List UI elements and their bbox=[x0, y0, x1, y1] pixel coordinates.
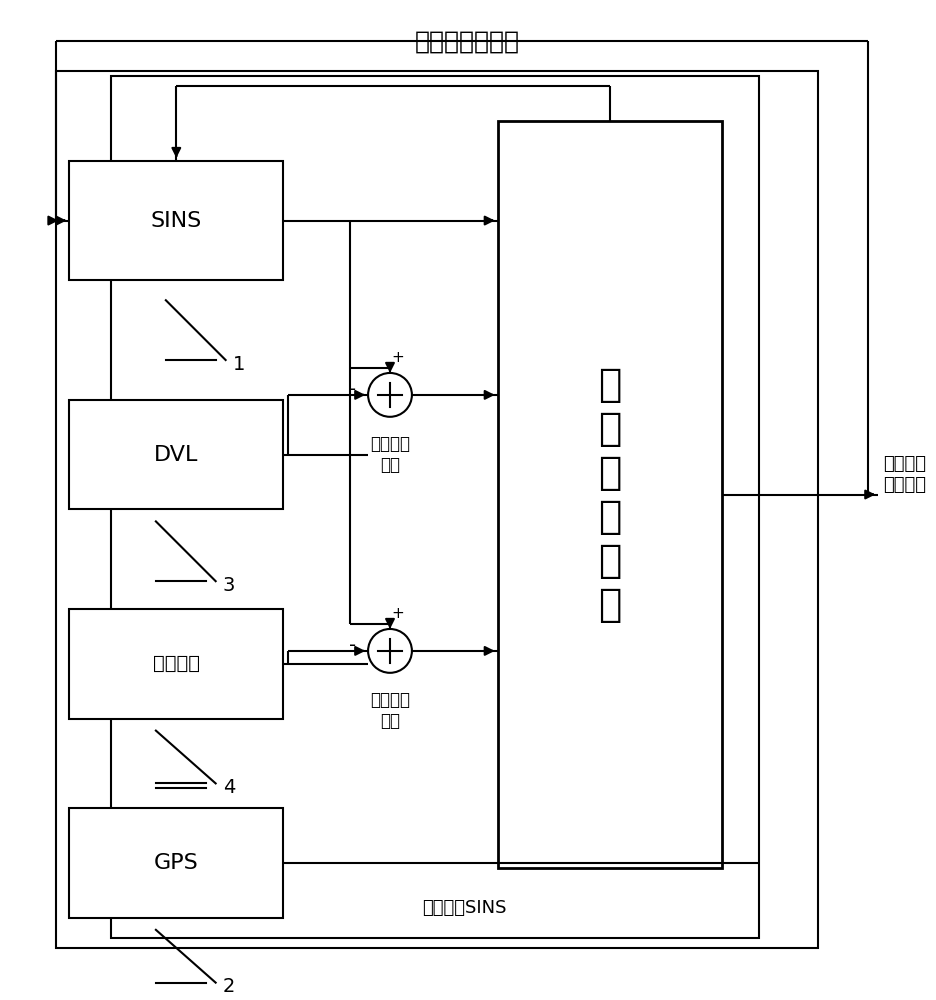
Text: SINS: SINS bbox=[151, 211, 202, 231]
Text: 3: 3 bbox=[223, 576, 235, 595]
Bar bbox=[111, 76, 758, 938]
Text: GPS: GPS bbox=[154, 853, 198, 873]
Bar bbox=[69, 609, 283, 719]
Text: 卡
尔
曼
滤
波
器: 卡 尔 曼 滤 波 器 bbox=[597, 366, 621, 624]
Text: -: - bbox=[348, 636, 356, 655]
Text: -: - bbox=[348, 380, 356, 399]
Text: 修正反馈主系统: 修正反馈主系统 bbox=[415, 29, 519, 53]
Bar bbox=[69, 161, 283, 280]
Text: +: + bbox=[391, 350, 404, 365]
Text: 1: 1 bbox=[232, 355, 244, 374]
Bar bbox=[497, 121, 721, 868]
Text: 导航参数
最优估计: 导航参数 最优估计 bbox=[882, 455, 925, 494]
Bar bbox=[69, 808, 283, 918]
Text: 4: 4 bbox=[223, 778, 235, 797]
Text: 2: 2 bbox=[223, 977, 235, 996]
Text: 速度信息
组合: 速度信息 组合 bbox=[370, 435, 410, 474]
Bar bbox=[69, 400, 283, 509]
Text: 航向信息
组合: 航向信息 组合 bbox=[370, 691, 410, 730]
Text: DVL: DVL bbox=[154, 445, 198, 465]
Text: 重调修正SINS: 重调修正SINS bbox=[422, 899, 506, 917]
Text: +: + bbox=[391, 606, 404, 621]
Text: 磁航向仪: 磁航向仪 bbox=[153, 654, 199, 673]
Bar bbox=[56, 71, 817, 948]
